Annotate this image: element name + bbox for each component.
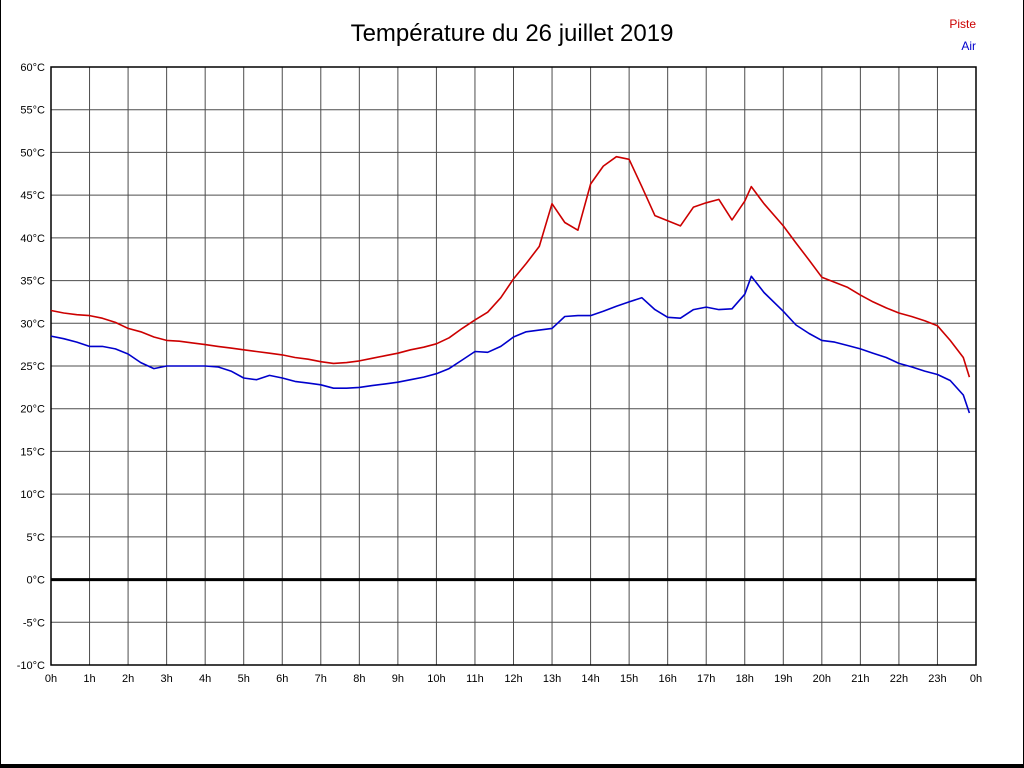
x-axis-tick-label: 13h (543, 673, 561, 685)
x-axis-tick-label: 3h (161, 673, 173, 685)
x-axis-tick-label: 20h (813, 673, 831, 685)
x-axis-tick-label: 0h (970, 673, 982, 685)
y-axis-tick-label: -5°C (23, 617, 45, 629)
x-axis-tick-label: 8h (353, 673, 365, 685)
x-axis-tick-label: 6h (276, 673, 288, 685)
y-axis-tick-label: 20°C (20, 404, 45, 416)
y-axis-tick-label: 45°C (20, 190, 45, 202)
x-axis-tick-label: 7h (315, 673, 327, 685)
y-axis-tick-label: 0°C (27, 575, 46, 587)
piste-line (50, 155, 971, 378)
x-axis-tick-label: 17h (697, 673, 715, 685)
x-axis-tick-label: 18h (736, 673, 754, 685)
x-axis-tick-label: 23h (928, 673, 946, 685)
air-line (50, 275, 971, 414)
x-axis-tick-label: 10h (427, 673, 445, 685)
y-axis-tick-label: 25°C (20, 361, 45, 373)
x-axis-tick-label: 4h (199, 673, 211, 685)
y-axis-tick-label: 10°C (20, 489, 45, 501)
x-axis-tick-label: 9h (392, 673, 404, 685)
x-axis-tick-label: 16h (658, 673, 676, 685)
x-axis-tick-label: 1h (83, 673, 95, 685)
x-axis-tick-label: 0h (45, 673, 57, 685)
y-axis-tick-label: -10°C (17, 660, 45, 672)
chart-legend: Piste Air (949, 13, 976, 57)
y-axis-tick-label: 50°C (20, 147, 45, 159)
x-axis-tick-label: 5h (238, 673, 250, 685)
y-axis-tick-label: 15°C (20, 446, 45, 458)
y-axis-tick-label: 5°C (27, 532, 46, 544)
x-axis-tick-label: 22h (890, 673, 908, 685)
plot-frame (50, 66, 977, 666)
x-axis-tick-label: 14h (581, 673, 599, 685)
y-axis-tick-label: 55°C (20, 105, 45, 117)
y-axis-tick-label: 35°C (20, 276, 45, 288)
x-axis-tick-label: 11h (466, 673, 484, 685)
x-axis-tick-label: 21h (851, 673, 869, 685)
legend-item-piste: Piste (949, 17, 976, 31)
chart-title: Température du 26 juillet 2019 (350, 20, 674, 47)
y-axis-tick-label: 60°C (20, 62, 45, 74)
y-axis-tick-label: 40°C (20, 233, 45, 245)
legend-item-air: Air (961, 39, 976, 53)
x-axis-tick-label: 19h (774, 673, 792, 685)
x-axis-tick-label: 15h (620, 673, 638, 685)
y-axis-tick-label: 30°C (20, 318, 45, 330)
x-axis-tick-label: 12h (504, 673, 522, 685)
x-axis-tick-label: 2h (122, 673, 134, 685)
